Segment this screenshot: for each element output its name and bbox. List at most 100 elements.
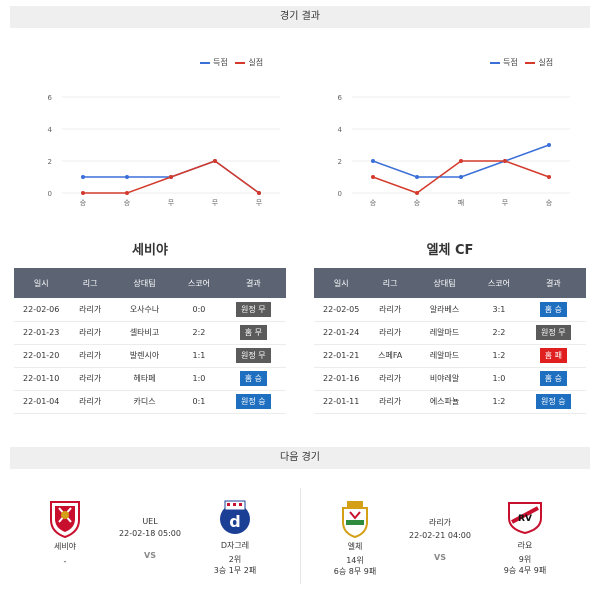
result-badge: 원정 무 — [236, 348, 271, 363]
score-cell: 1:2 — [477, 390, 521, 414]
next-left-home-name: 세비야 — [53, 542, 77, 551]
data-point — [125, 191, 129, 195]
data-point — [257, 191, 261, 195]
next-right-vs: VS — [434, 553, 446, 562]
right-results-table: 일시 리그 상대팀 스코어 결과 22-02-05 라리가 알라베스 3:1 홈 승 22-01-… — [314, 268, 586, 414]
data-point — [213, 159, 217, 163]
data-point — [125, 175, 129, 179]
next-left-away-rank: 2위 — [228, 555, 242, 564]
next-left-info: UEL 22-02-18 05:00 VS — [110, 517, 190, 560]
table-row: 22-01-24 라리가 레알마드 2:2 원정 무 — [314, 321, 586, 345]
svg-text:d: d — [229, 512, 240, 531]
next-right-home-rank: 14위 — [346, 556, 364, 565]
right-team-title: 엘체 CF — [426, 243, 474, 258]
data-point — [371, 159, 375, 163]
next-right-away[interactable]: RV 라요 9위 9승 4무 9패 — [490, 500, 560, 576]
next-right-home[interactable]: 엘체 14위 6승 8무 9패 — [320, 500, 390, 577]
result-cell: 홈 패 — [520, 344, 586, 368]
elche-crest-icon — [342, 501, 368, 538]
result-badge: 원정 무 — [236, 301, 271, 317]
right-form-chart: 0 2 4 6 승 승 패 무 승 — [338, 94, 570, 207]
column-header: 상대팀 — [111, 268, 178, 298]
opponent-cell: 오사수나 — [111, 298, 178, 322]
next-left-away-name: D자그레 — [220, 541, 250, 550]
opponent-cell: 헤타페 — [111, 367, 178, 391]
legend-left: 득점 실점 — [200, 57, 263, 68]
score-cell: 1:0 — [177, 367, 221, 391]
score-cell: 2:2 — [177, 321, 221, 345]
result-badge: 홈 승 — [239, 371, 267, 386]
column-header: 일시 — [314, 268, 369, 298]
score-cell: 3:1 — [477, 298, 521, 322]
table-row: 22-02-06 라리가 오사수나 0:0 원정 무 — [14, 298, 286, 322]
result-badge: 원정 승 — [236, 394, 271, 409]
table-row: 22-02-05 라리가 알라베스 3:1 홈 승 — [314, 298, 586, 322]
x-tick-label: 승 — [124, 199, 131, 207]
results-header: 경기 결과 — [10, 6, 590, 28]
opponent-cell: 셀타비고 — [111, 321, 178, 345]
conceded-swatch — [525, 61, 536, 64]
svg-text:RV: RV — [518, 514, 532, 524]
legend-conceded-label: 실점 — [248, 58, 264, 67]
column-header: 결과 — [520, 268, 586, 298]
next-left-away[interactable]: d D자그레 2위 3승 1무 2패 — [200, 500, 270, 576]
column-header: 상대팀 — [411, 268, 478, 298]
date-cell: 22-01-24 — [314, 321, 369, 345]
next-left-home-rank: - — [63, 557, 67, 566]
data-point — [81, 175, 85, 179]
scored-swatch — [490, 61, 500, 64]
table-row: 22-01-20 라리가 발렌시아 1:1 원정 무 — [14, 344, 286, 368]
result-badge: 홈 무 — [239, 325, 267, 340]
conceded-swatch — [235, 61, 246, 64]
date-cell: 22-02-05 — [314, 298, 369, 322]
y-tick-label: 2 — [338, 158, 342, 166]
opponent-cell: 비야레알 — [411, 367, 478, 391]
league-cell: 라리가 — [68, 344, 112, 368]
result-badge: 홈 패 — [539, 348, 567, 363]
left-results-table: 일시 리그 상대팀 스코어 결과 22-02-06 라리가 오사수나 0:0 원정 무 22-01… — [14, 268, 286, 414]
league-cell: 라리가 — [68, 390, 112, 414]
data-point — [81, 191, 85, 195]
result-cell: 홈 승 — [520, 367, 586, 391]
next-match-divider — [300, 488, 301, 584]
scored-swatch — [200, 61, 210, 64]
date-cell: 22-01-21 — [314, 344, 369, 368]
x-tick-label: 승 — [546, 199, 553, 207]
score-cell: 2:2 — [477, 321, 521, 345]
data-point — [371, 175, 375, 179]
date-cell: 22-01-16 — [314, 367, 369, 391]
result-badge: 원정 무 — [536, 325, 571, 340]
next-right-away-rank: 9위 — [518, 555, 532, 564]
next-left-league: UEL — [142, 517, 158, 526]
table-row: 22-01-11 라리가 에스파뇰 1:2 원정 승 — [314, 390, 586, 414]
result-cell: 원정 승 — [520, 390, 586, 414]
x-tick-label: 패 — [458, 198, 464, 207]
column-header: 리그 — [368, 268, 412, 298]
league-cell: 라리가 — [368, 321, 412, 345]
league-cell: 라리가 — [68, 367, 112, 391]
league-cell: 라리가 — [368, 298, 412, 322]
next-left-home[interactable]: 세비야 - — [30, 500, 100, 566]
table-row: 22-01-16 라리가 비야레알 1:0 홈 승 — [314, 367, 586, 391]
legend-scored-label: 득점 — [503, 58, 518, 67]
x-tick-label: 승 — [80, 199, 87, 207]
y-tick-label: 6 — [338, 94, 343, 102]
next-left-datetime: 22-02-18 05:00 — [119, 529, 181, 538]
data-point — [459, 159, 463, 163]
date-cell: 22-01-20 — [14, 344, 69, 368]
table-row: 22-01-10 라리가 헤타페 1:0 홈 승 — [14, 367, 286, 391]
opponent-cell: 에스파뇰 — [411, 390, 478, 414]
y-tick-label: 6 — [48, 94, 53, 102]
data-point — [169, 175, 173, 179]
date-cell: 22-01-10 — [14, 367, 69, 391]
y-tick-label: 4 — [338, 126, 343, 134]
score-cell: 0:1 — [177, 390, 221, 414]
opponent-cell: 알라베스 — [411, 298, 478, 322]
score-cell: 1:0 — [477, 367, 521, 391]
legend-conceded-label: 실점 — [538, 58, 554, 67]
table-row: 22-01-04 라리가 카디스 0:1 원정 승 — [14, 390, 286, 414]
league-cell: 스페FA — [368, 344, 412, 368]
data-point — [459, 175, 463, 179]
data-point — [415, 191, 419, 195]
data-point — [547, 143, 551, 147]
